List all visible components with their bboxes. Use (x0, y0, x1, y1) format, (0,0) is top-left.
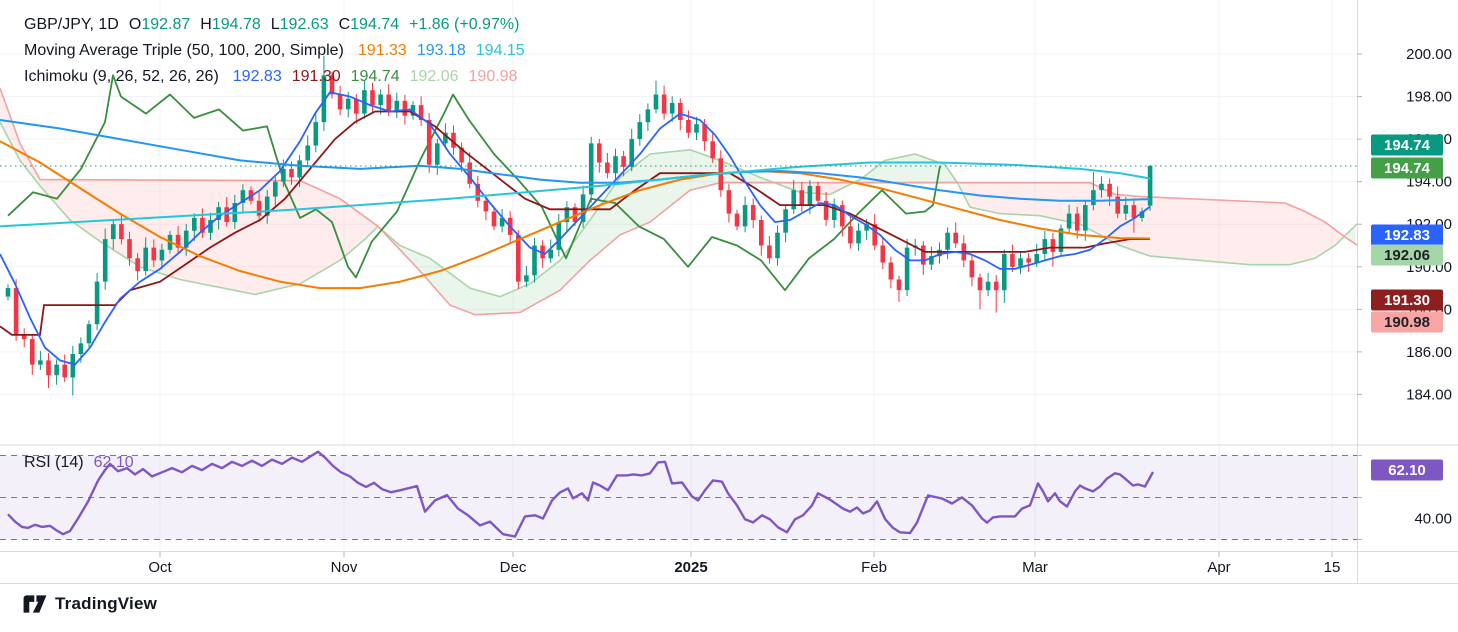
legend-ichimoku-row[interactable]: Ichimoku (9, 26, 52, 26, 26) 192.83 191.30… (24, 64, 525, 90)
tradingview-brand-text[interactable]: TradingView (55, 594, 158, 613)
svg-text:15: 15 (1324, 559, 1341, 576)
svg-text:194.74: 194.74 (1384, 137, 1431, 154)
rsi-band (0, 455, 1357, 540)
svg-text:200.00: 200.00 (1406, 46, 1452, 63)
time-axis[interactable] (0, 552, 1357, 584)
svg-text:62.10: 62.10 (1388, 462, 1426, 479)
rsi-line (7, 450, 1155, 538)
close-value: 194.74 (350, 16, 400, 33)
price-axis[interactable] (1357, 0, 1458, 584)
low-label: L (270, 16, 280, 33)
ma-title[interactable]: Moving Average Triple (50, 100, 200, Sim… (24, 42, 344, 59)
footer: TradingView (22, 594, 157, 614)
ma50-value: 191.33 (357, 42, 407, 59)
ichimoku-leading-a-value: 192.06 (409, 68, 459, 85)
ichimoku-base-value: 191.30 (291, 68, 341, 85)
svg-text:184.00: 184.00 (1406, 386, 1452, 403)
high-label: H (200, 16, 212, 33)
ichimoku-title[interactable]: Ichimoku (9, 26, 52, 26, 26) (24, 68, 219, 85)
svg-text:191.30: 191.30 (1384, 292, 1430, 309)
grid-layer (0, 0, 1357, 551)
change-value: +1.86 (+0.97%) (409, 16, 520, 33)
rsi-title[interactable]: RSI (14) (24, 454, 84, 471)
svg-text:40.00: 40.00 (1414, 510, 1452, 527)
high-value: 194.78 (211, 16, 261, 33)
svg-text:198.00: 198.00 (1406, 89, 1452, 106)
legend: GBP/JPY, 1D O192.87 H194.78 L192.63 C194.74 +… (24, 12, 525, 90)
ichimoku-conversion-value: 192.83 (232, 68, 282, 85)
svg-text:Feb: Feb (861, 559, 887, 576)
separators (0, 0, 1458, 584)
ichimoku-leading-b-value: 190.98 (468, 68, 518, 85)
svg-text:186.00: 186.00 (1406, 344, 1452, 361)
rsi-pane (0, 450, 1357, 540)
open-value: 192.87 (141, 16, 191, 33)
close-label: C (338, 16, 351, 33)
open-label: O (128, 16, 142, 33)
legend-ma-row[interactable]: Moving Average Triple (50, 100, 200, Sim… (24, 38, 525, 64)
price-axis-badges: 194.74 194.74 192.83 192.06 191.30 190.98 62.1… (1371, 134, 1443, 481)
chikou-line (7, 74, 941, 292)
time-axis-labels: Oct Nov Dec 2025 Feb Mar Apr 15 (148, 552, 1340, 576)
svg-text:Dec: Dec (500, 559, 527, 576)
ichimoku-lagging-value: 194.74 (350, 68, 400, 85)
rsi-value: 62.10 (93, 454, 134, 471)
svg-text:192.83: 192.83 (1384, 227, 1430, 244)
rsi-legend-row[interactable]: RSI (14) 62.10 (24, 454, 134, 472)
legend-symbol-row[interactable]: GBP/JPY, 1D O192.87 H194.78 L192.63 C194.74 +… (24, 12, 525, 38)
svg-text:Apr: Apr (1207, 559, 1230, 576)
svg-text:192.06: 192.06 (1384, 247, 1430, 264)
svg-text:2025: 2025 (674, 559, 707, 576)
indicator-lines (0, 91, 1151, 366)
svg-text:Oct: Oct (148, 559, 172, 576)
ma100-value: 193.18 (416, 42, 466, 59)
ma200-value: 194.15 (475, 42, 525, 59)
svg-text:Mar: Mar (1022, 559, 1048, 576)
svg-text:194.74: 194.74 (1384, 160, 1431, 177)
svg-text:190.98: 190.98 (1384, 314, 1430, 331)
low-value: 192.63 (279, 16, 329, 33)
tradingview-logo-icon[interactable] (22, 594, 48, 614)
symbol-title[interactable]: GBP/JPY, 1D (24, 16, 119, 33)
svg-text:Nov: Nov (331, 559, 358, 576)
